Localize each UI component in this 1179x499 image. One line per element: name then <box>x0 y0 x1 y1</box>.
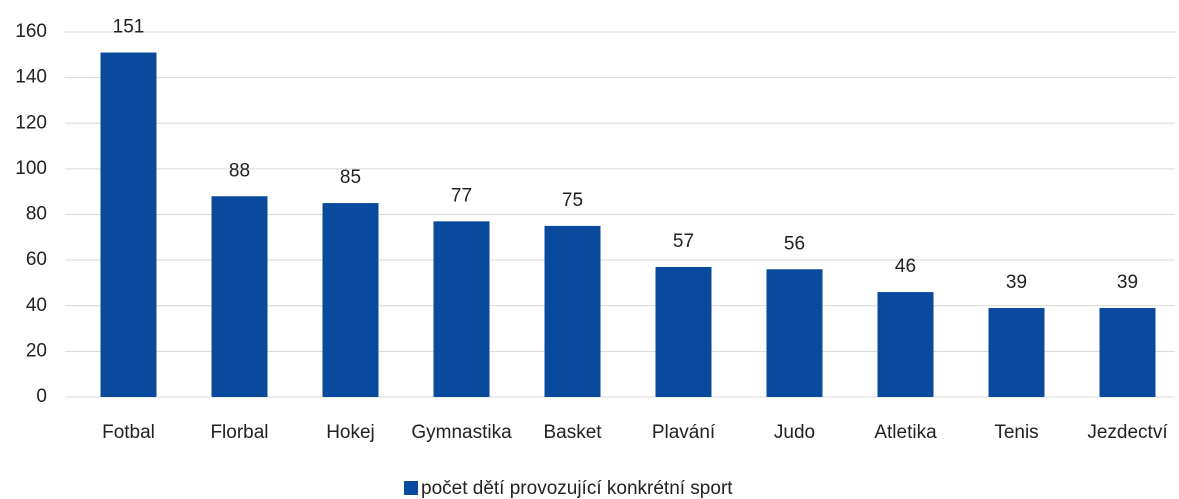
bar <box>877 292 934 397</box>
y-tick-label: 100 <box>15 158 47 179</box>
data-label: 56 <box>784 233 805 254</box>
y-tick-label: 0 <box>36 386 47 407</box>
x-tick-label: Fotbal <box>102 422 155 443</box>
bar <box>766 269 823 397</box>
x-tick-label: Atletika <box>874 422 937 443</box>
x-tick-label: Tenis <box>994 422 1038 443</box>
data-label: 39 <box>1117 272 1138 293</box>
legend-swatch <box>404 481 418 495</box>
y-tick-label: 160 <box>15 21 47 42</box>
bar <box>100 52 157 397</box>
bar <box>322 203 379 397</box>
data-label: 75 <box>562 190 583 211</box>
data-label: 88 <box>229 160 250 181</box>
data-label: 85 <box>340 167 361 188</box>
data-label: 46 <box>895 256 916 277</box>
bar <box>544 225 601 397</box>
data-label: 57 <box>673 231 694 252</box>
x-tick-label: Gymnastika <box>411 422 512 443</box>
bar <box>988 308 1045 397</box>
y-tick-label: 40 <box>26 295 47 316</box>
y-tick-label: 120 <box>15 112 47 133</box>
legend-label: počet dětí provozující konkrétní sport <box>421 478 733 499</box>
x-tick-label: Hokej <box>326 422 375 443</box>
x-tick-label: Judo <box>774 422 815 443</box>
bar <box>433 221 490 397</box>
data-label: 151 <box>113 17 145 38</box>
y-tick-label: 80 <box>26 204 47 225</box>
y-tick-label: 140 <box>15 67 47 88</box>
bar <box>1099 308 1156 397</box>
data-label: 77 <box>451 185 472 206</box>
x-tick-label: Basket <box>543 422 602 443</box>
data-label: 39 <box>1006 272 1027 293</box>
bar <box>655 266 712 397</box>
bar <box>211 196 268 397</box>
x-tick-label: Jezdectví <box>1087 422 1168 443</box>
y-tick-label: 20 <box>26 340 47 361</box>
y-tick-label: 60 <box>26 249 47 270</box>
x-tick-label: Plavání <box>652 422 716 443</box>
x-tick-label: Florbal <box>210 422 268 443</box>
